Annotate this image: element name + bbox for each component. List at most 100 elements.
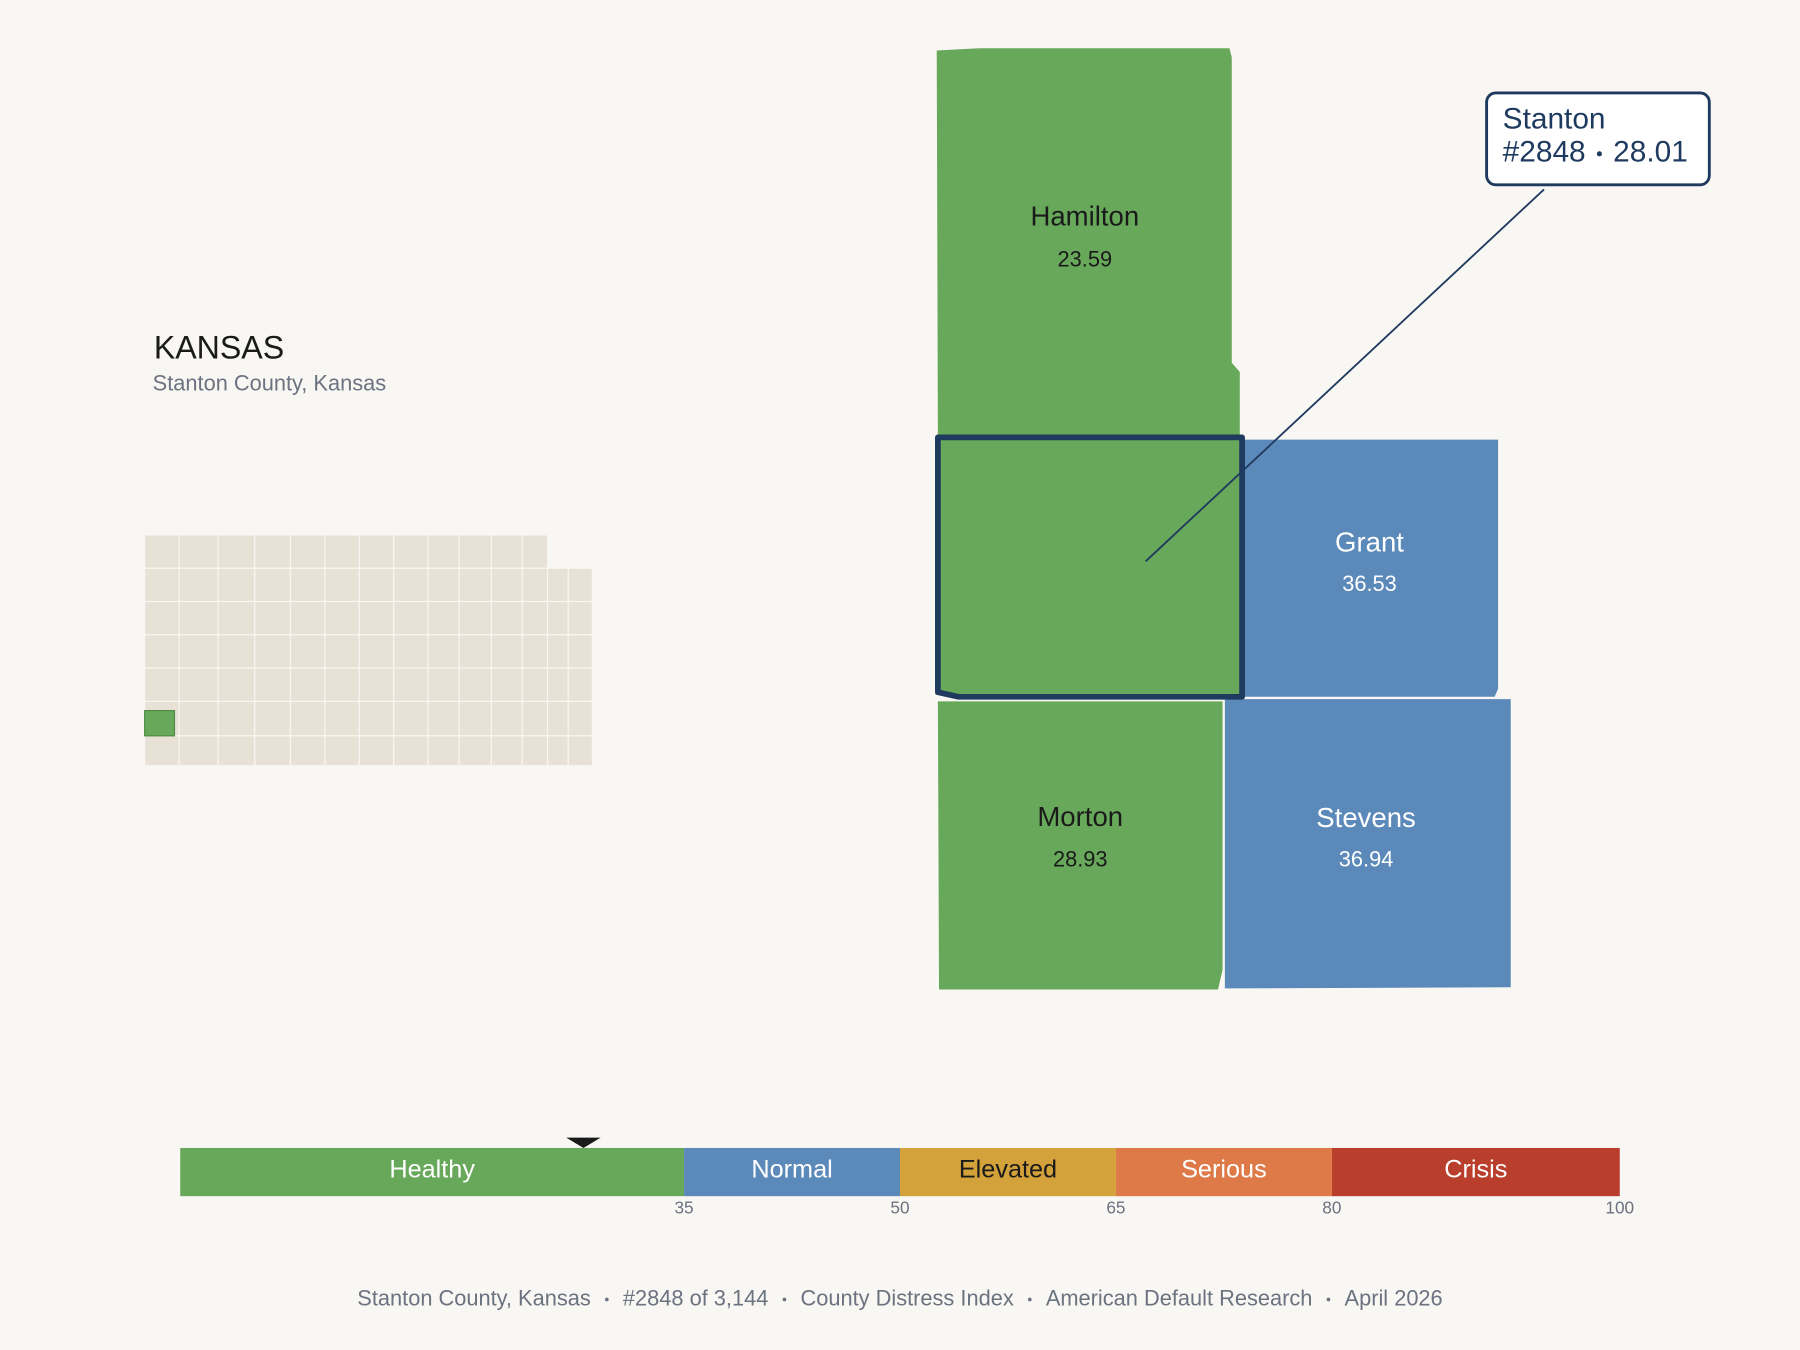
county-cell — [358, 567, 395, 603]
callout-leader — [1145, 188, 1545, 563]
county-cell — [254, 600, 292, 636]
county-value: 36.53 — [1342, 571, 1397, 596]
county-cell — [217, 567, 256, 603]
county-cell — [254, 634, 292, 669]
county-cell — [358, 600, 395, 636]
county — [935, 434, 1245, 700]
county-cell — [458, 667, 492, 702]
footer-item: #2848 of 3,144 — [623, 1285, 768, 1310]
county-cell — [490, 634, 523, 669]
separator-dot — [1596, 151, 1602, 157]
county-cell — [217, 700, 256, 737]
county-cell — [393, 600, 429, 636]
footer-item: April 2026 — [1345, 1285, 1443, 1310]
county-cell — [324, 700, 360, 737]
footer-item: County Distress Index — [801, 1285, 1014, 1310]
county-cell — [547, 667, 569, 702]
scale-label: Elevated — [959, 1156, 1057, 1184]
scale-tick-label: 80 — [1322, 1197, 1341, 1217]
county-cell — [547, 600, 569, 636]
county-cell — [567, 667, 593, 702]
county-cell — [458, 700, 492, 737]
county-cell — [324, 534, 360, 569]
county-cell — [547, 634, 569, 669]
county-cell — [393, 700, 429, 737]
county-value: 36.94 — [1339, 847, 1394, 872]
separator-dot — [1326, 1297, 1331, 1302]
county-cell — [458, 634, 492, 669]
county-cell — [289, 534, 326, 569]
state-title: KANSAS — [154, 330, 284, 366]
county-cell — [458, 567, 492, 603]
county-cell — [521, 700, 549, 737]
county-cell — [217, 534, 256, 569]
county-cell — [324, 667, 360, 702]
county-cell — [521, 634, 549, 669]
county-cell — [254, 735, 292, 767]
county-cell — [547, 567, 569, 603]
county-name: Stevens — [1316, 802, 1416, 833]
county-cell — [144, 634, 180, 669]
scale-segment — [1331, 1147, 1620, 1197]
county-cell — [490, 700, 523, 737]
county-cell — [324, 567, 360, 603]
county-cell — [490, 735, 523, 767]
county-cell — [521, 667, 549, 702]
county-cell — [567, 600, 593, 636]
county-cell — [393, 534, 429, 569]
scale-segment — [684, 1147, 900, 1197]
scale-label: Serious — [1181, 1156, 1267, 1184]
county-cell — [490, 567, 523, 603]
county-map: Hamilton 23.59 Grant 36.53 Morton 28.93 Steven… — [935, 48, 1711, 990]
scale-label: Crisis — [1444, 1156, 1507, 1184]
county-cell — [254, 534, 292, 569]
distress-scale: Healthy Normal Elevated Serious Crisis 35 50 65… — [180, 1137, 1634, 1217]
county-cell — [427, 534, 460, 569]
scale-segment — [180, 1147, 685, 1197]
county-cell — [217, 735, 256, 767]
county-cell — [393, 567, 429, 603]
county — [1244, 439, 1499, 697]
scale-segment — [900, 1147, 1116, 1197]
county-cell — [358, 735, 395, 767]
county-cell — [427, 735, 460, 767]
county-cell — [144, 534, 180, 569]
separator-dot — [782, 1297, 787, 1302]
callout-value: 28.01 — [1613, 136, 1688, 169]
county-cell — [567, 735, 593, 767]
county-cell — [289, 567, 326, 603]
county-cell — [393, 634, 429, 669]
county-cell — [217, 667, 256, 702]
county-cell — [217, 600, 256, 636]
scale-tick-label: 100 — [1605, 1197, 1634, 1217]
subtitle: Stanton County, Kansas — [153, 370, 387, 395]
county-cell — [358, 667, 395, 702]
scale-tick-label: 65 — [1106, 1197, 1125, 1217]
county-cell — [458, 600, 492, 636]
callout-box — [1485, 91, 1711, 187]
scale-tick-label: 35 — [674, 1197, 693, 1217]
county-cell — [427, 634, 460, 669]
scale-marker — [566, 1137, 601, 1148]
scale-segment — [1115, 1147, 1332, 1197]
county-cell — [289, 735, 326, 767]
county-cell — [254, 700, 292, 737]
county-cell — [144, 600, 180, 636]
county-cell — [458, 735, 492, 767]
county-name: Grant — [1335, 526, 1404, 557]
separator-dot — [1027, 1297, 1032, 1302]
county-cell — [521, 534, 549, 569]
county-cell — [393, 735, 429, 767]
county-cell — [178, 735, 219, 767]
state-locator-map — [144, 534, 593, 767]
county-cell — [427, 700, 460, 737]
county-value: 23.59 — [1058, 246, 1113, 271]
county-cell — [521, 600, 549, 636]
county-cell — [289, 667, 326, 702]
county-cell — [144, 667, 180, 702]
county-cell — [178, 667, 219, 702]
county-cell — [217, 634, 256, 669]
county-cell — [427, 667, 460, 702]
footer-item: Stanton County, Kansas — [357, 1285, 591, 1310]
scale-label: Healthy — [389, 1156, 475, 1184]
